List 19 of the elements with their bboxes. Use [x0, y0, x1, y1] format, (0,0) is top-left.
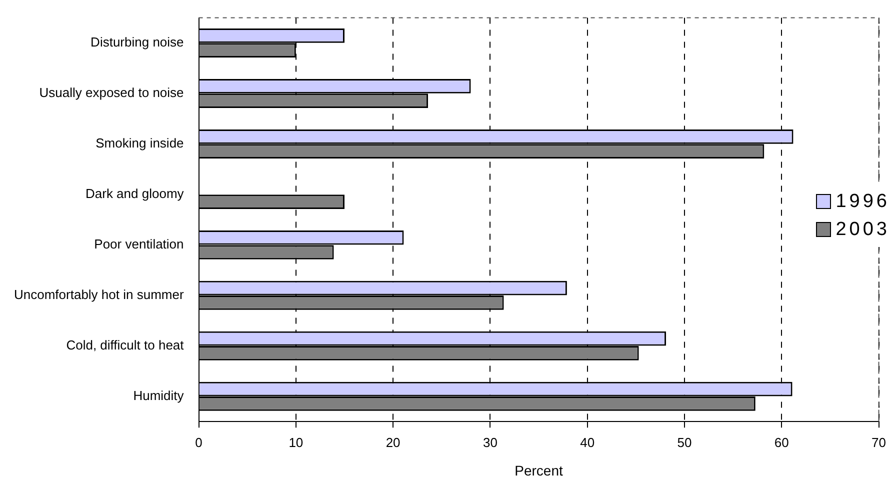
y-tick-label: Smoking inside [96, 136, 184, 151]
y-tick-label: Usually exposed to noise [39, 85, 184, 100]
x-tick-label: 20 [386, 434, 400, 450]
y-tick-label: Uncomfortably hot in summer [14, 286, 184, 302]
x-tick-label: 40 [580, 434, 595, 450]
x-tick-label: 70 [872, 434, 886, 450]
legend-label: 1996 [836, 190, 890, 213]
y-tick-label: Disturbing noise [90, 34, 184, 50]
x-tick-label: 10 [288, 434, 304, 450]
y-tick-label: Humidity [133, 388, 184, 403]
x-tick-label: 30 [482, 434, 498, 450]
x-axis-title: Percent [514, 462, 564, 478]
y-tick-label: Dark and gloomy [86, 186, 184, 202]
x-tick-label: 60 [774, 434, 789, 450]
y-tick-label: Cold, difficult to heat [66, 337, 184, 352]
legend-label: 2003 [836, 218, 890, 241]
x-tick-label: 0 [195, 434, 202, 450]
y-tick-label: Poor ventilation [94, 236, 184, 252]
x-tick-label: 50 [677, 434, 692, 450]
